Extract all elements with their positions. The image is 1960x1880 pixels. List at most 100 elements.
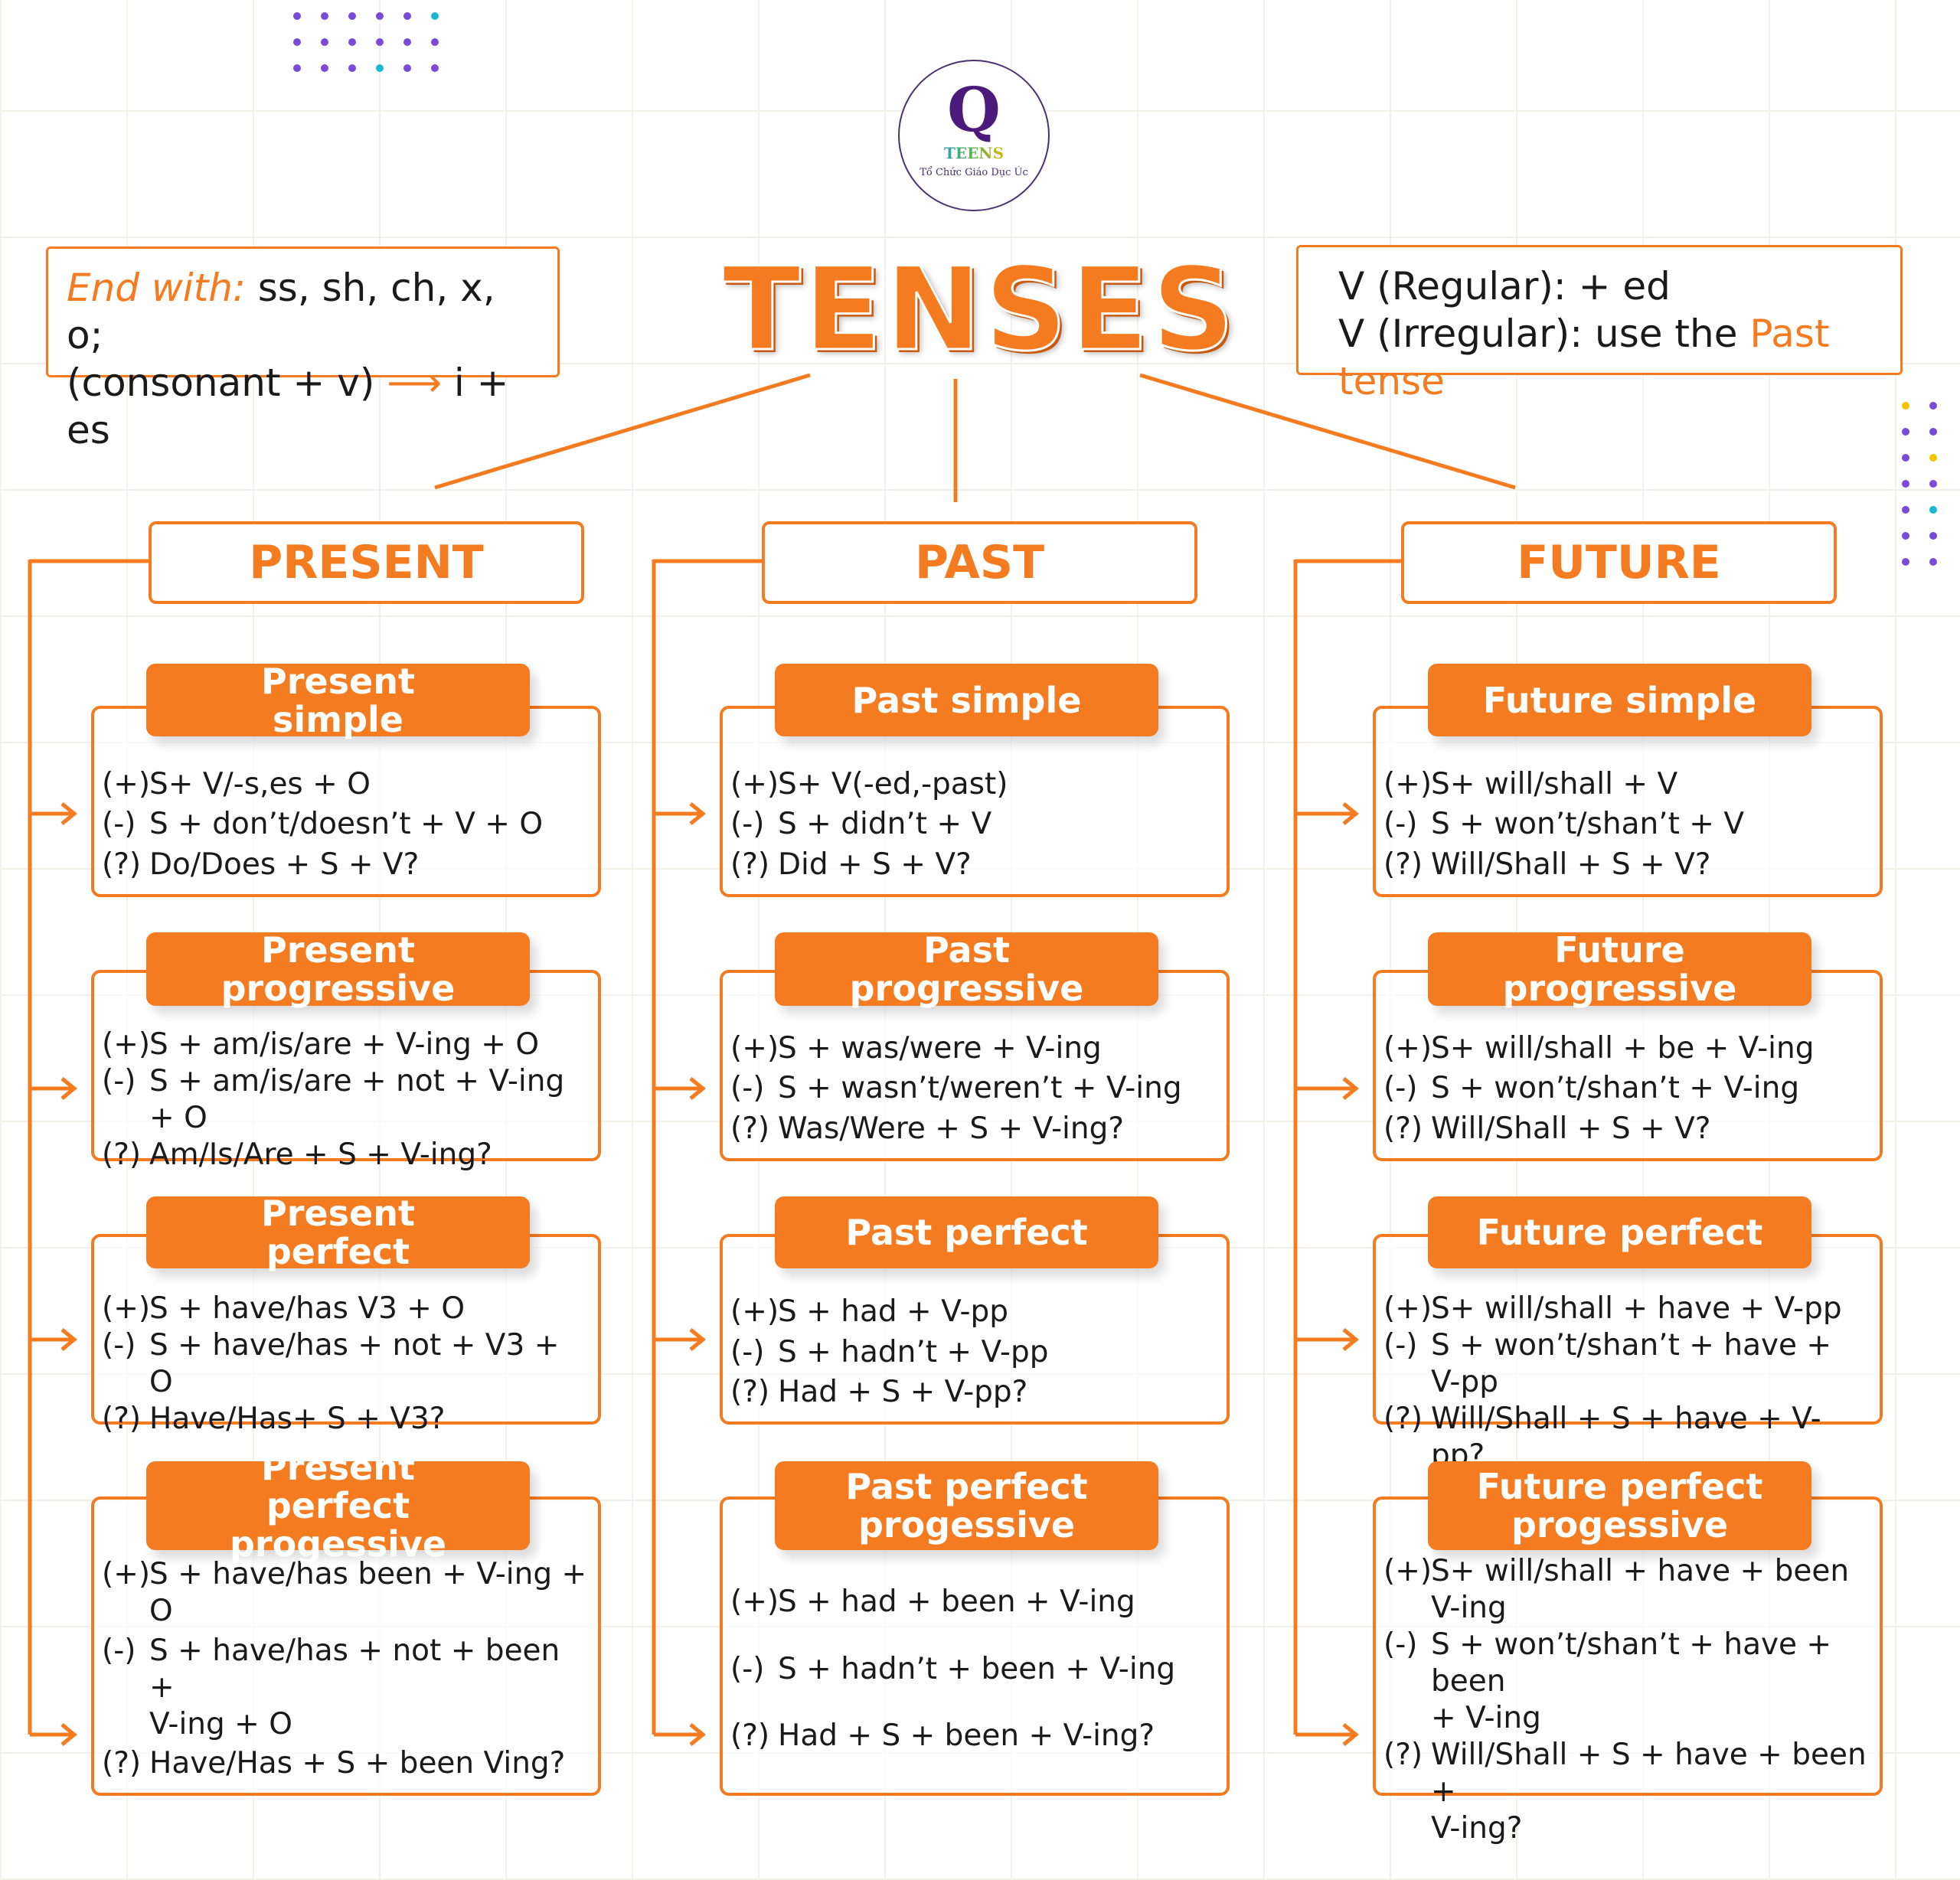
branch-line-future: [1139, 373, 1516, 490]
note-left-line1: ss, sh, ch, x, o;: [67, 266, 495, 357]
arrow-right-icon: [689, 802, 706, 825]
logo-subtitle: Tổ Chức Giáo Dục Úc: [920, 167, 1028, 178]
arrow-right-icon: [689, 1328, 706, 1351]
decorative-dot: [403, 64, 411, 72]
formula-sign: (?): [102, 1137, 142, 1172]
decorative-dot: [321, 38, 328, 46]
tense-card: (+) S+ will/shall + V (-) S + won’t/shan’t …: [1373, 706, 1883, 897]
formula-row: (+) S+ will/shall + have + been V-ing: [1383, 1553, 1869, 1627]
formula-sign: (?): [1383, 1402, 1423, 1436]
formula-sign: (?): [730, 847, 770, 882]
formula-text: S + wasn’t/weren’t + V-ing: [778, 1071, 1182, 1105]
formula-text: S + have/has V3 + O: [149, 1291, 466, 1326]
formula-sign: (-): [730, 807, 765, 841]
decorative-dot: [1902, 402, 1909, 410]
formula-sign: (+): [1383, 1030, 1432, 1066]
formula-text: Am/Is/Are + S + V-ing?: [149, 1137, 492, 1172]
formula-sign: (+): [1383, 1554, 1432, 1588]
formula-row: (+) S + have/has V3 + O: [102, 1291, 587, 1327]
arrow-right-icon: [1342, 1723, 1359, 1746]
formula-text: Had + S + been + V-ing?: [778, 1718, 1155, 1754]
decorative-dot: [321, 12, 328, 20]
formula-row: (+) S + was/were + V-ing: [730, 1030, 1216, 1067]
formula-text: S + have/has + not + V3 + O: [149, 1328, 560, 1399]
tense-title: Past progressive: [775, 931, 1158, 1007]
note-left-line2b: i + es: [67, 361, 509, 452]
formula-row: (+) S + am/is/are + V-ing + O: [102, 1026, 587, 1063]
arrow-right-icon: [60, 1723, 77, 1746]
decorative-dot: [348, 38, 356, 46]
formula-row: (?) Have/Has+ S + V3?: [102, 1401, 587, 1438]
arrow-right-icon: [1342, 802, 1359, 825]
decorative-dot: [403, 38, 411, 46]
formula-sign: (-): [730, 1334, 765, 1369]
formula-row: (-) S + won’t/shan’t + V: [1383, 806, 1869, 843]
formula-text: S+ V(-ed,-past): [778, 766, 1008, 801]
formula-text: S + hadn’t + been + V-ing: [778, 1651, 1176, 1686]
formula-text: Do/Does + S + V?: [149, 847, 420, 882]
note-left-line2a: (consonant + v): [67, 361, 375, 405]
formula-text: S + have/has been + V-ing + O: [149, 1556, 587, 1628]
formula-sign: (?): [730, 1374, 770, 1409]
formula-sign: (+): [730, 766, 779, 801]
decorative-dot: [1902, 428, 1909, 436]
formula-sign: (+): [102, 1027, 151, 1062]
tense-title-text: Present progressive: [220, 929, 456, 1009]
column-header-future: FUTURE: [1401, 521, 1837, 604]
arrow-right-icon: [1342, 1077, 1359, 1100]
note-right-line2b: Past tense: [1338, 312, 1830, 403]
formula-row: (?) Do/Does + S + V?: [102, 847, 587, 883]
note-right-line2a: V (Irregular): use the: [1338, 312, 1750, 356]
decorative-dot: [431, 64, 439, 72]
formula-sign: (-): [1383, 807, 1418, 841]
tense-title: Future simple: [1428, 664, 1811, 736]
formula-text: S + was/were + V-ing: [778, 1030, 1102, 1066]
tense-title: Future progressive: [1428, 929, 1811, 1009]
formula-row: (+) S+ V(-ed,-past): [730, 766, 1216, 803]
formula-row: (-) S + have/has + not + V3 + O: [102, 1327, 587, 1401]
decorative-dot: [431, 38, 439, 46]
decorative-dot: [376, 64, 384, 72]
formula-row: (-) S + won’t/shan’t + have + been + V-in…: [1383, 1627, 1869, 1737]
formula-text: S + won’t/shan’t + V-ing: [1431, 1071, 1800, 1105]
decorative-dot: [348, 64, 356, 72]
tense-title: Past perfect progessive: [775, 1461, 1158, 1550]
formula-sign: (+): [1383, 1291, 1432, 1326]
logo-brand: TEENS: [900, 144, 1048, 162]
arrow-right-icon: [1342, 1328, 1359, 1351]
formula-row: (-) S + hadn’t + been + V-ing: [730, 1651, 1216, 1688]
decorative-dot: [1929, 506, 1937, 514]
formula-row: (+) S+ will/shall + be + V-ing: [1383, 1030, 1869, 1067]
formula-sign: (?): [1383, 1738, 1423, 1772]
formula-sign: (-): [102, 1064, 136, 1098]
formula-row: (?) Will/Shall + S + V?: [1383, 1111, 1869, 1147]
formula-row: (?) Had + S + V-pp?: [730, 1374, 1216, 1411]
decorative-dot: [1929, 480, 1937, 488]
formula-sign: (+): [730, 1030, 779, 1066]
column-header-past: PAST: [762, 521, 1197, 604]
tense-card: (+) S+ V(-ed,-past) (-) S + didn’t + V (?) Di…: [720, 706, 1230, 897]
tense-title-text: Future progressive: [1502, 929, 1737, 1009]
formula-sign: (?): [730, 1111, 770, 1146]
formula-row: (?) Did + S + V?: [730, 847, 1216, 883]
formula-sign: (?): [730, 1718, 770, 1754]
tense-title-text: Past perfect: [845, 1212, 1088, 1253]
logo-q: Q: [947, 73, 1001, 145]
tense-title-text: Past perfect progessive: [845, 1466, 1088, 1545]
tense-title: Future perfect: [1428, 1196, 1811, 1268]
formula-sign: (?): [1383, 1111, 1423, 1146]
note-right-line1: V (Regular): + ed: [1338, 264, 1671, 308]
formula-row: (+) S + had + been + V-ing: [730, 1584, 1216, 1621]
tense-title-text: Future perfect progessive: [1476, 1466, 1763, 1545]
formula-sign: (-): [730, 1651, 765, 1686]
decorative-dot: [376, 38, 384, 46]
decorative-dot: [293, 38, 301, 46]
formula-text: Did + S + V?: [778, 847, 972, 882]
formula-row: (-) S + am/is/are + not + V-ing + O: [102, 1063, 587, 1137]
formula-text: Was/Were + S + V-ing?: [778, 1111, 1125, 1146]
note-right: V (Regular): + ed V (Irregular): use the…: [1296, 245, 1903, 403]
formula-text: Have/Has + S + been Ving?: [149, 1746, 566, 1781]
formula-text: S + didn’t + V: [778, 807, 992, 841]
formula-sign: (-): [1383, 1071, 1418, 1105]
